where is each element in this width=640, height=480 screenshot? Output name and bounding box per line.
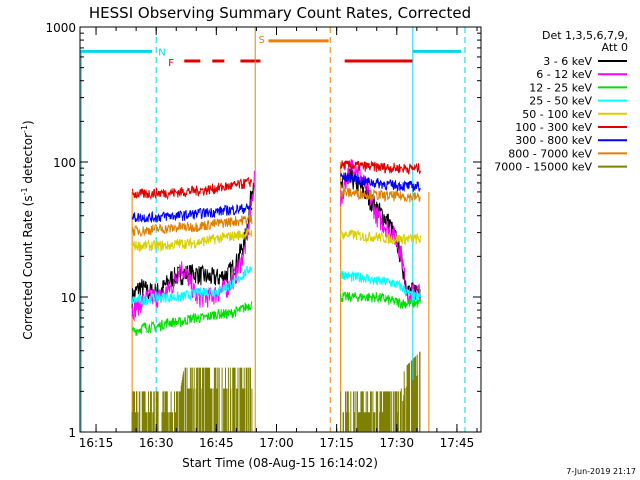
plot-area: NF S <box>80 27 466 432</box>
x-axis-label: Start Time (08-Aug-15 16:14:02) <box>182 456 378 470</box>
y-axis-label-sup2: -1 <box>20 125 29 133</box>
legend-label-6: 100 - 300 keV <box>515 121 592 134</box>
x-tick-label: 17:00 <box>259 436 294 450</box>
x-tick-label: 16:30 <box>139 436 174 450</box>
y-axis-label-main: Corrected Count Rate (s <box>21 195 35 339</box>
legend-label-8: 800 - 7000 keV <box>508 147 592 160</box>
series-8-line-a <box>131 214 253 238</box>
plot-frame <box>79 26 482 433</box>
series-6-line-a <box>131 177 253 201</box>
x-axis: 16:15 16:30 16:45 17:00 17:15 17:30 17:45 <box>79 27 478 450</box>
series-9-band-a <box>131 367 253 432</box>
y-tick-label: 10 <box>61 291 76 305</box>
flare-flag-label: F <box>168 58 174 69</box>
x-tick-label: 17:15 <box>319 436 354 450</box>
series-5-line-a <box>131 227 253 253</box>
legend-label-2: 6 - 12 keV <box>536 68 592 81</box>
legend-label-5: 50 - 100 keV <box>522 108 592 121</box>
x-tick-label: 16:45 <box>199 436 234 450</box>
series-4-line-b <box>340 270 421 304</box>
saa-flag-label: S <box>258 35 264 46</box>
series-7-line-b <box>340 171 421 192</box>
legend-label-7: 300 - 800 keV <box>515 134 592 147</box>
y-tick-label: 100 <box>53 156 76 170</box>
legend-header-line1: Det 1,3,5,6,7,9, <box>542 29 628 42</box>
series-layer <box>131 159 421 432</box>
series-8-line-b <box>340 186 421 203</box>
series-2-line-b <box>340 159 421 305</box>
y-axis-label-sup1: -1 <box>20 187 29 195</box>
night-flag-label: N <box>158 47 165 58</box>
legend-header-line2: Att 0 <box>602 41 628 54</box>
y-axis-label-mid: detector <box>21 133 35 188</box>
x-tick-label: 17:45 <box>440 436 475 450</box>
series-6-line-b <box>340 159 421 175</box>
y-axis-label-end: ) <box>21 120 35 125</box>
legend-label-4: 25 - 50 keV <box>529 95 592 108</box>
generation-timestamp: 7-Jun-2019 21:17 <box>566 467 636 476</box>
series-9-band-b <box>340 351 421 432</box>
series-5-line-b <box>340 229 421 246</box>
y-tick-label: 1 <box>68 426 76 440</box>
legend-label-3: 12 - 25 keV <box>529 81 592 94</box>
legend-label-9: 7000 - 15000 keV <box>494 161 592 174</box>
legend-label-1: 3 - 6 keV <box>543 55 592 68</box>
series-3-line-a <box>131 301 253 336</box>
series-7-line-a <box>131 203 253 223</box>
series-3-line-b <box>340 291 421 309</box>
y-axis: 1 10 100 1000 <box>45 21 481 440</box>
x-tick-label: 16:15 <box>79 436 114 450</box>
y-axis-label: Corrected Count Rate (s-1 detector-1) <box>20 120 35 339</box>
series-4-line-a <box>131 265 253 306</box>
x-tick-label: 17:30 <box>379 436 414 450</box>
y-tick-label: 1000 <box>45 21 76 35</box>
chart-title: HESSI Observing Summary Count Rates, Cor… <box>89 4 471 22</box>
